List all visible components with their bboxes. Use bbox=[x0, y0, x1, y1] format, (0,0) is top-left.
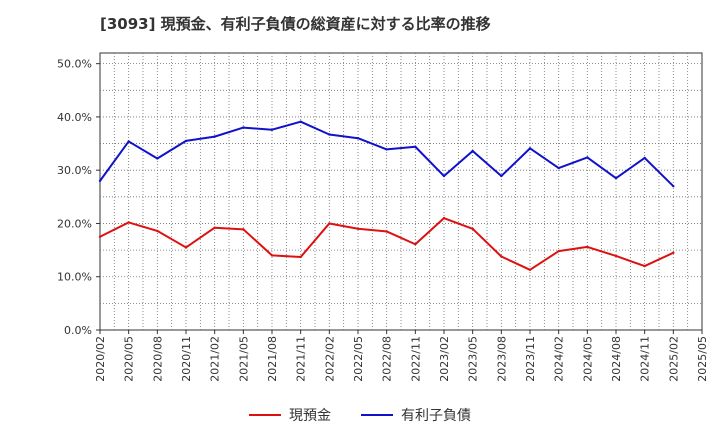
x-tick-label: 2022/11 bbox=[409, 336, 422, 382]
data-point-debt bbox=[672, 184, 675, 188]
x-tick-label: 2023/08 bbox=[495, 336, 508, 382]
x-tick-label: 2024/11 bbox=[639, 336, 652, 382]
legend-item-debt: 有利子負債 bbox=[361, 405, 471, 425]
x-tick-label: 2022/05 bbox=[352, 336, 365, 382]
data-point-cash bbox=[242, 228, 245, 231]
data-point-cash bbox=[672, 251, 675, 254]
data-point-cash bbox=[414, 243, 417, 246]
data-point-debt bbox=[356, 137, 360, 140]
legend-swatch-debt bbox=[361, 414, 393, 416]
y-tick-label: 20.0% bbox=[57, 217, 92, 230]
y-tick-label: 10.0% bbox=[57, 271, 92, 284]
data-point-cash bbox=[500, 255, 503, 258]
data-point-debt bbox=[213, 135, 216, 138]
data-point-debt bbox=[299, 120, 302, 123]
legend-swatch-cash bbox=[249, 414, 281, 416]
x-axis-ticks: 2020/02 2020/05 2020/08 2020/11 2021/02 2021/… bbox=[94, 330, 709, 382]
x-tick-label: 2021/05 bbox=[237, 336, 250, 382]
x-tick-label: 2020/02 bbox=[94, 336, 107, 382]
data-point-cash bbox=[643, 264, 646, 268]
legend: 現預金 有利子負債 bbox=[0, 405, 720, 425]
x-tick-label: 2021/02 bbox=[209, 336, 222, 382]
x-tick-label: 2023/02 bbox=[438, 336, 451, 382]
x-tick-label: 2020/11 bbox=[180, 336, 193, 382]
data-point-cash bbox=[614, 254, 618, 258]
data-point-cash bbox=[557, 249, 560, 253]
data-point-cash bbox=[442, 216, 446, 220]
data-point-cash bbox=[385, 230, 388, 233]
x-tick-label: 2023/11 bbox=[524, 336, 537, 382]
legend-label-debt: 有利子負債 bbox=[401, 408, 471, 424]
series-layer bbox=[98, 120, 675, 272]
x-tick-label: 2023/05 bbox=[467, 336, 480, 382]
data-point-cash bbox=[586, 245, 589, 249]
y-tick-label: 40.0% bbox=[57, 111, 92, 124]
data-point-debt bbox=[414, 145, 417, 148]
x-tick-label: 2020/05 bbox=[123, 336, 136, 382]
data-point-cash bbox=[270, 254, 274, 257]
data-point-cash bbox=[528, 268, 532, 272]
grid-layer bbox=[100, 53, 702, 330]
data-point-debt bbox=[528, 147, 532, 150]
data-point-cash bbox=[156, 229, 159, 233]
legend-label-cash: 現預金 bbox=[289, 408, 331, 424]
data-point-cash bbox=[184, 246, 188, 249]
legend-item-cash: 現預金 bbox=[249, 405, 331, 425]
data-point-debt bbox=[643, 156, 646, 160]
data-point-cash bbox=[98, 235, 102, 238]
x-tick-label: 2021/11 bbox=[295, 336, 308, 382]
data-point-debt bbox=[500, 174, 503, 178]
y-tick-label: 30.0% bbox=[57, 164, 92, 177]
data-point-debt bbox=[471, 149, 474, 153]
data-point-debt bbox=[328, 133, 331, 136]
x-tick-label: 2020/08 bbox=[151, 336, 164, 382]
y-tick-label: 0.0% bbox=[64, 324, 92, 337]
data-point-debt bbox=[98, 179, 102, 183]
x-tick-label: 2025/02 bbox=[667, 336, 680, 382]
data-point-debt bbox=[614, 176, 618, 180]
x-tick-label: 2024/05 bbox=[581, 336, 594, 382]
data-point-debt bbox=[442, 174, 446, 178]
x-tick-label: 2022/08 bbox=[381, 336, 394, 382]
data-point-debt bbox=[242, 126, 245, 129]
data-point-cash bbox=[328, 222, 331, 225]
data-point-debt bbox=[156, 157, 159, 160]
data-point-cash bbox=[356, 227, 360, 230]
data-point-debt bbox=[270, 128, 274, 131]
y-axis-ticks: 0.0% 10.0% 20.0% 30.0% 40.0% 50.0% bbox=[57, 58, 100, 337]
x-tick-label: 2024/02 bbox=[553, 336, 566, 382]
data-point-debt bbox=[184, 139, 188, 143]
x-tick-label: 2022/02 bbox=[323, 336, 336, 382]
x-tick-label: 2024/08 bbox=[610, 336, 623, 382]
x-tick-label: 2021/08 bbox=[266, 336, 279, 382]
x-tick-label: 2025/05 bbox=[696, 336, 709, 382]
y-tick-label: 50.0% bbox=[57, 58, 92, 71]
data-point-cash bbox=[127, 221, 130, 224]
data-point-debt bbox=[586, 156, 589, 159]
data-point-cash bbox=[299, 255, 302, 259]
chart-title: [3093] 現預金、有利子負債の総資産に対する比率の推移 bbox=[100, 15, 491, 33]
data-point-cash bbox=[471, 227, 474, 230]
data-point-debt bbox=[557, 166, 560, 170]
data-point-debt bbox=[385, 148, 388, 151]
data-point-cash bbox=[213, 226, 216, 229]
data-point-debt bbox=[127, 140, 130, 143]
